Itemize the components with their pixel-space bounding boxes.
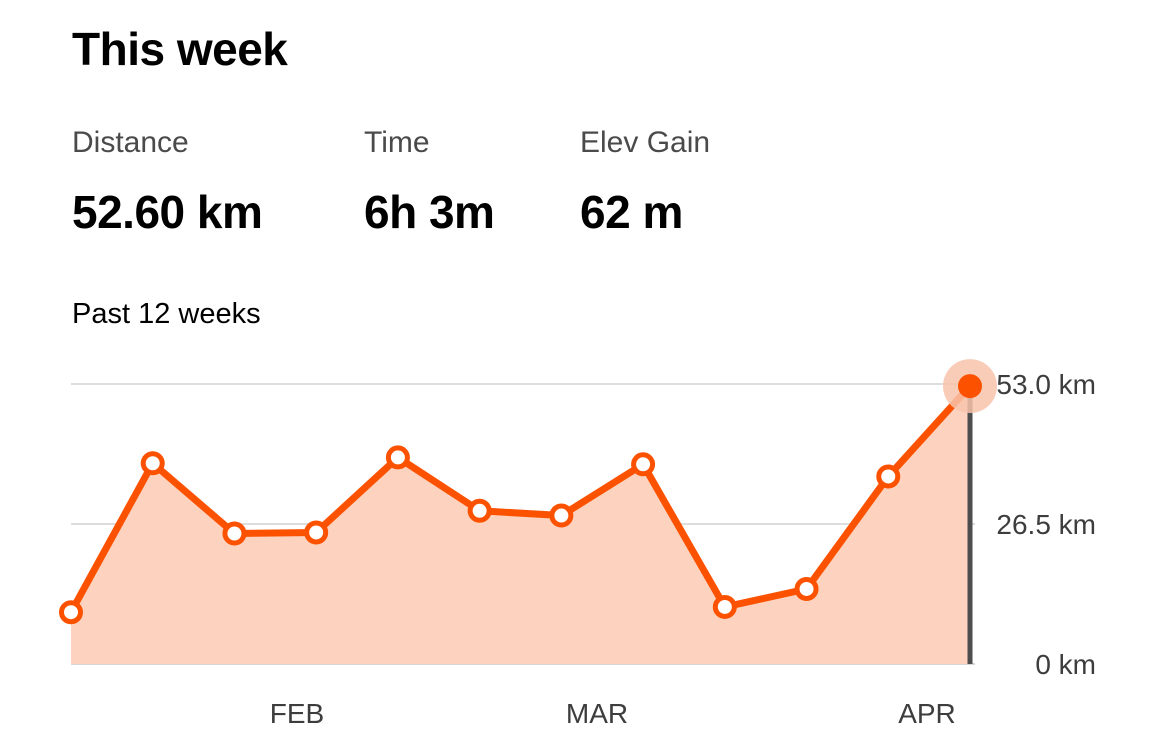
data-point[interactable] bbox=[304, 520, 329, 545]
y-tick-label: 26.5 km bbox=[996, 509, 1096, 540]
stat-distance-label: Distance bbox=[72, 126, 189, 159]
data-point[interactable] bbox=[631, 452, 656, 477]
x-tick-label: APR bbox=[898, 698, 956, 729]
stat-distance: Distance 52.60 km bbox=[72, 124, 263, 240]
highlighted-data-point[interactable] bbox=[958, 374, 982, 399]
stat-time: Time 6h 3m bbox=[364, 124, 495, 240]
data-point[interactable] bbox=[140, 451, 165, 476]
chart-subtitle: Past 12 weeks bbox=[72, 298, 261, 330]
data-point[interactable] bbox=[467, 498, 492, 523]
stat-time-label: Time bbox=[364, 126, 430, 159]
y-tick-labels: 26.5 km 0 km bbox=[996, 509, 1096, 680]
x-tick-labels: FEB MAR APR bbox=[270, 698, 956, 729]
stat-elev-gain-value: 62 m bbox=[580, 186, 683, 238]
series-line bbox=[67, 382, 974, 616]
data-point[interactable] bbox=[59, 600, 83, 625]
data-point[interactable] bbox=[549, 503, 574, 528]
data-point[interactable] bbox=[876, 464, 901, 489]
data-points bbox=[59, 359, 997, 625]
page-title: This week bbox=[72, 23, 288, 75]
stat-elev-gain-label: Elev Gain bbox=[580, 126, 711, 159]
stat-elev-gain: Elev Gain 62 m bbox=[580, 124, 710, 240]
data-point[interactable] bbox=[712, 594, 737, 619]
y-tick-label: 53.0 km bbox=[996, 369, 1096, 400]
area-fill bbox=[71, 386, 970, 664]
data-point[interactable] bbox=[385, 445, 410, 470]
x-tick-label: FEB bbox=[270, 698, 324, 729]
y-tick-label: 0 km bbox=[1035, 649, 1096, 680]
data-point[interactable] bbox=[222, 521, 247, 546]
stat-time-value: 6h 3m bbox=[364, 186, 495, 238]
x-tick-label: MAR bbox=[566, 698, 628, 729]
stat-distance-value: 52.60 km bbox=[72, 186, 263, 238]
data-point[interactable] bbox=[794, 576, 819, 601]
